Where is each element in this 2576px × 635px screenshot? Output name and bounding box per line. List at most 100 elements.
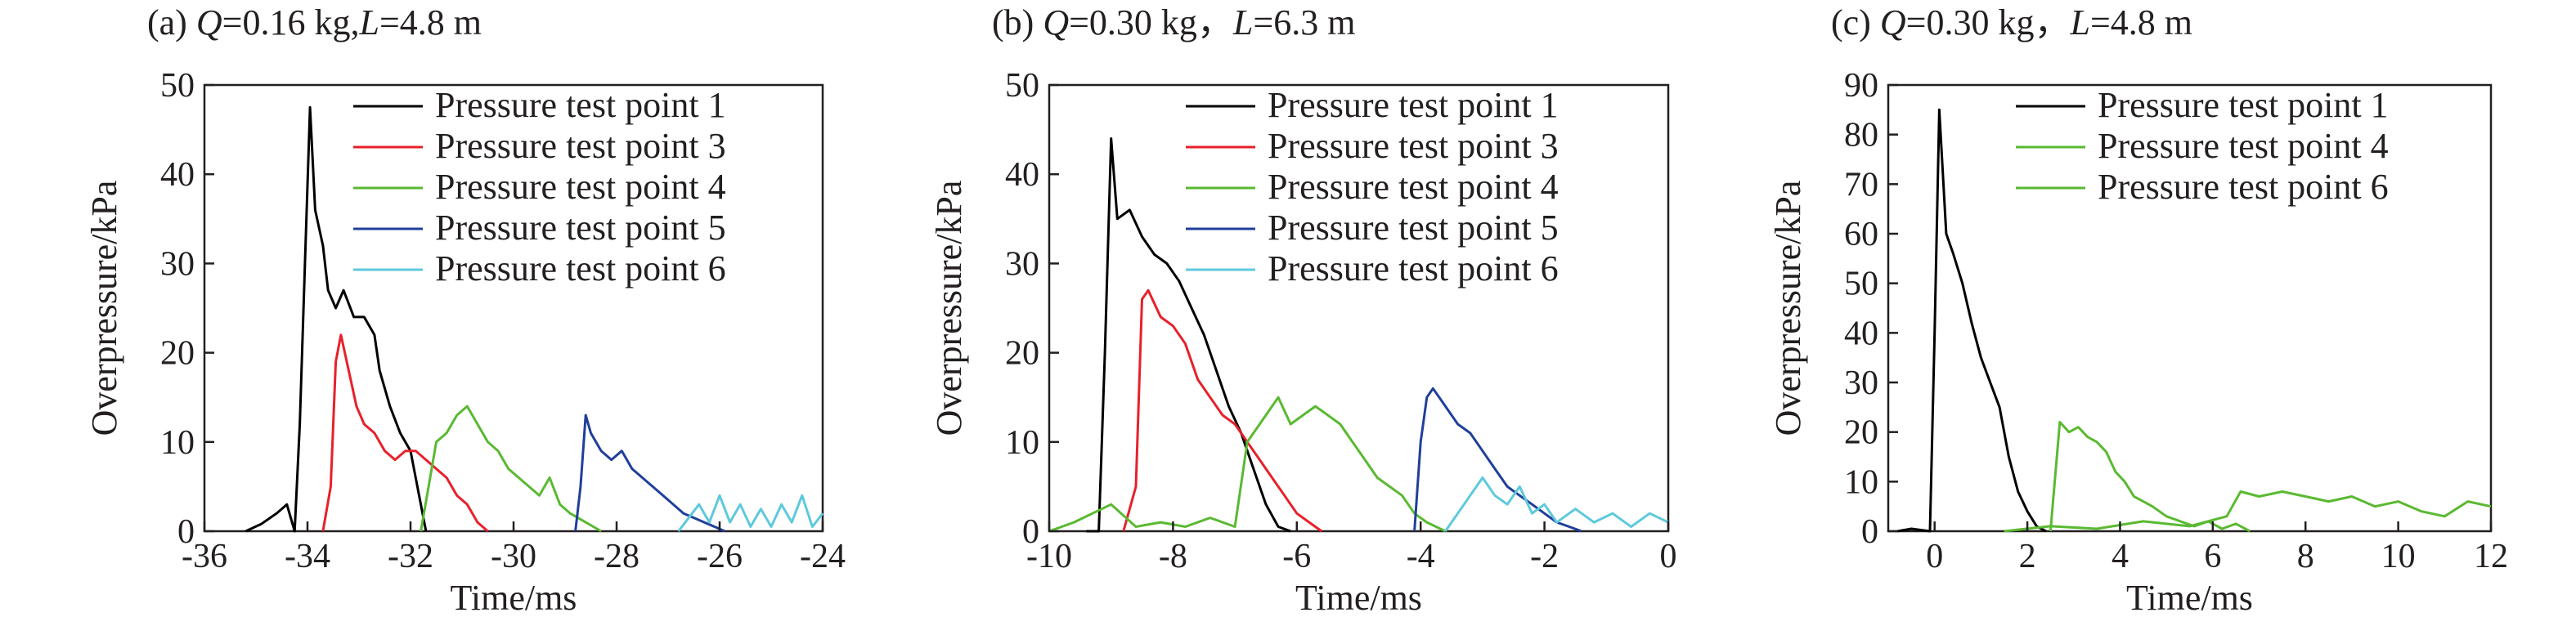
x-tick-label: -30 bbox=[491, 538, 536, 575]
panel-q-value: =0.16 kg, bbox=[222, 2, 360, 42]
y-axis-label: Overpressure/kPa bbox=[1768, 181, 1808, 436]
y-tick-label: 10 bbox=[1005, 424, 1039, 462]
panel-title: (b) Q=0.30 kg，L=6.3 m bbox=[992, 2, 1355, 42]
panel-q-var: Q bbox=[196, 2, 222, 42]
series-line-point-4 bbox=[574, 414, 725, 533]
panel-3: (c) Q=0.30 kg，L=4.8 m 0 2 4 6 8 10 12 0 10 20 30 40 5… bbox=[1768, 2, 2508, 618]
y-tick-label: 80 bbox=[1844, 117, 1878, 154]
legend-label: Pressure test point 5 bbox=[1268, 208, 1559, 248]
x-tick-label: -2 bbox=[1530, 538, 1559, 575]
series-line-point-1 bbox=[1086, 137, 1291, 533]
panel-title-space bbox=[187, 2, 196, 42]
x-tick-label: 4 bbox=[2112, 538, 2129, 575]
legend-label: Pressure test point 6 bbox=[435, 248, 726, 288]
legend-label: Pressure test point 6 bbox=[1268, 248, 1559, 288]
legend-label: Pressure test point 1 bbox=[2098, 85, 2389, 125]
legend-label: Pressure test point 6 bbox=[2098, 167, 2389, 207]
x-tick-label: -34 bbox=[285, 538, 330, 575]
panel-title: (a) Q=0.16 kg,L=4.8 m bbox=[147, 2, 482, 42]
x-tick-label: -8 bbox=[1159, 538, 1187, 575]
panel-l-value: =4.8 m bbox=[2090, 2, 2192, 42]
x-tick-label: 8 bbox=[2297, 538, 2314, 575]
panel-label: (c) bbox=[1831, 2, 1871, 42]
panel-q-var: Q bbox=[1043, 2, 1069, 42]
x-tick-label: -6 bbox=[1282, 538, 1311, 575]
y-tick-label: 10 bbox=[1844, 463, 1878, 501]
legend-label: Pressure test point 5 bbox=[435, 208, 726, 248]
y-tick-label: 50 bbox=[1844, 266, 1878, 303]
x-tick-label: -10 bbox=[1026, 538, 1072, 575]
y-tick-label: 40 bbox=[160, 156, 195, 194]
x-axis-label: Time/ms bbox=[451, 578, 577, 618]
panel-l-var: L bbox=[1232, 2, 1253, 42]
x-tick-label: 6 bbox=[2204, 538, 2221, 575]
y-axis-label: Overpressure/kPa bbox=[84, 181, 124, 436]
series-line-point-5 bbox=[1444, 476, 1669, 532]
panel-l-var: L bbox=[358, 2, 379, 42]
plot-frame bbox=[1048, 83, 1670, 533]
series-line-point-2 bbox=[321, 333, 489, 533]
y-tick-label: 20 bbox=[1844, 414, 1878, 452]
panel-title-space bbox=[1871, 2, 1880, 42]
x-axis-label: Time/ms bbox=[1295, 578, 1422, 618]
panel-q-var: Q bbox=[1880, 2, 1906, 42]
x-tick-label: 0 bbox=[1660, 538, 1677, 575]
panel-q-value: =0.30 kg， bbox=[1069, 2, 1233, 42]
series-line-point-2 bbox=[2049, 421, 2251, 533]
panel-label: (a) bbox=[147, 2, 187, 42]
x-axis-label: Time/ms bbox=[2126, 578, 2253, 618]
x-tick-label: -28 bbox=[594, 538, 640, 575]
x-tick-label: -4 bbox=[1407, 538, 1435, 575]
x-tick-label: -32 bbox=[388, 538, 433, 575]
series-line-point-4 bbox=[1413, 387, 1582, 533]
panel-1: (a) Q=0.16 kg,L=4.8 m -36 -34 -32 -30 -28 -26 -… bbox=[84, 2, 846, 618]
y-tick-label: 0 bbox=[1022, 513, 1039, 551]
legend-label: Pressure test point 4 bbox=[1268, 167, 1559, 207]
series-line-point-1 bbox=[1897, 108, 2047, 533]
legend-label: Pressure test point 3 bbox=[1268, 126, 1559, 166]
series-line-point-2 bbox=[1122, 288, 1322, 533]
y-tick-label: 10 bbox=[160, 424, 195, 462]
plot-frame bbox=[1887, 83, 2493, 533]
x-tick-label: -24 bbox=[800, 538, 846, 575]
y-tick-label: 60 bbox=[1844, 216, 1878, 253]
y-tick-label: 50 bbox=[160, 67, 195, 105]
legend: Pressure test point 1 Pressure test point… bbox=[353, 85, 726, 288]
x-tick-label: 0 bbox=[1926, 538, 1943, 575]
legend-label: Pressure test point 1 bbox=[1268, 85, 1559, 125]
y-tick-label: 40 bbox=[1005, 156, 1039, 194]
x-tick-label: 10 bbox=[2381, 538, 2416, 575]
panel-l-var: L bbox=[2069, 2, 2089, 42]
y-tick-label: 70 bbox=[1844, 166, 1878, 203]
series-line-point-3 bbox=[420, 405, 602, 533]
x-tick-label: -26 bbox=[697, 538, 743, 575]
series-line-point-3 bbox=[2004, 490, 2492, 533]
panel-title: (c) Q=0.30 kg，L=4.8 m bbox=[1831, 2, 2192, 42]
y-tick-label: 0 bbox=[1861, 513, 1878, 551]
y-tick-label: 30 bbox=[160, 245, 195, 283]
y-tick-label: 40 bbox=[1844, 315, 1878, 352]
y-tick-label: 20 bbox=[160, 335, 195, 373]
series-line-point-3 bbox=[1048, 396, 1447, 533]
panel-label: (b) bbox=[992, 2, 1034, 42]
y-tick-label: 30 bbox=[1844, 364, 1878, 402]
series-line-point-5 bbox=[677, 494, 824, 532]
legend-label: Pressure test point 1 bbox=[435, 85, 726, 125]
y-tick-label: 30 bbox=[1005, 245, 1039, 283]
panel-l-value: =6.3 m bbox=[1253, 2, 1355, 42]
y-tick-label: 50 bbox=[1005, 67, 1039, 105]
y-axis-label: Overpressure/kPa bbox=[929, 181, 969, 436]
panel-2: (b) Q=0.30 kg，L=6.3 m -10 -8 -6 -4 -2 0 0 10 20 30… bbox=[929, 2, 1677, 618]
x-tick-label: -36 bbox=[182, 538, 227, 575]
x-tick-label: 12 bbox=[2474, 538, 2508, 575]
y-tick-label: 20 bbox=[1005, 335, 1039, 373]
legend-label: Pressure test point 4 bbox=[435, 167, 726, 207]
y-tick-label: 0 bbox=[177, 513, 195, 551]
x-tick-label: 2 bbox=[2019, 538, 2036, 575]
legend-label: Pressure test point 4 bbox=[2098, 126, 2389, 166]
y-tick-label: 90 bbox=[1844, 67, 1878, 105]
series-line-point-1 bbox=[245, 105, 428, 533]
